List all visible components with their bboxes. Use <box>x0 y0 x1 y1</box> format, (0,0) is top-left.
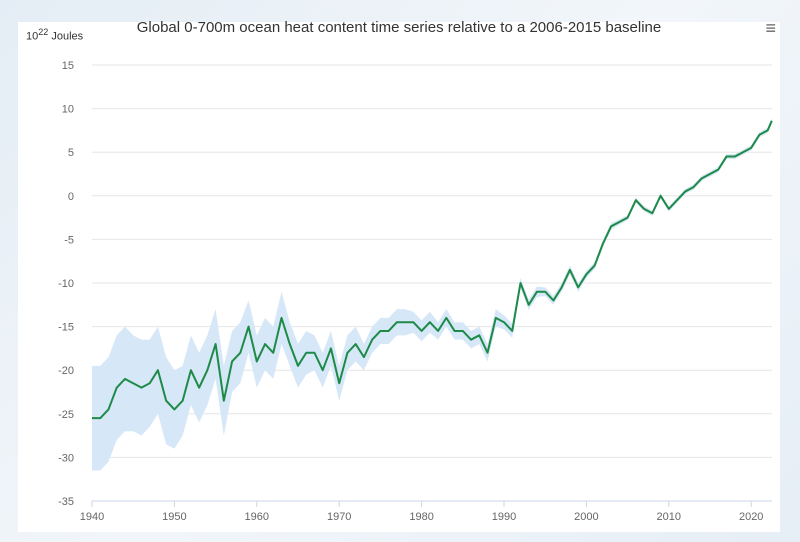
ocean-heat-line <box>92 120 773 420</box>
y-tick-label: 15 <box>62 60 74 72</box>
x-tick-label: 1950 <box>162 511 186 523</box>
unit-label: Joules <box>51 30 84 43</box>
y-tick-label: 10 <box>62 104 74 116</box>
chart-title: Global 0-700m ocean heat content time se… <box>136 19 662 36</box>
y-tick-label: -35 <box>58 496 74 508</box>
uncertainty-band <box>92 118 772 471</box>
x-tick-label: 1970 <box>327 511 351 523</box>
x-tick-label: 2020 <box>739 511 763 523</box>
y-tick-label: -5 <box>64 234 74 246</box>
y-tick-label: -25 <box>58 409 74 421</box>
x-tick-label: 1940 <box>80 511 104 523</box>
x-tick-label: 2000 <box>574 511 598 523</box>
hamburger-menu-icon[interactable]: ≡ <box>765 18 776 38</box>
y-tick-label: -10 <box>58 278 74 290</box>
x-tick-label: 2010 <box>657 511 681 523</box>
unit-exponent: 22 <box>38 27 49 37</box>
x-tick-label: 1990 <box>492 511 516 523</box>
unit-base: 10 <box>26 30 39 43</box>
y-tick-label: -20 <box>58 365 74 377</box>
chart-svg: 15 10 5 0 -5 -10 -15 -20 -25 -30 -35 1940 1950 1960 19… <box>58 60 773 523</box>
y-tick-label: 5 <box>68 147 74 159</box>
x-tick-label: 1980 <box>409 511 433 523</box>
y-tick-label: -15 <box>58 322 74 334</box>
y-tick-label: 0 <box>68 191 74 203</box>
y-axis-unit: 1022 Joules <box>26 27 83 43</box>
chart-card: Global 0-700m ocean heat content time se… <box>18 18 780 532</box>
y-tick-label: -30 <box>58 452 74 464</box>
x-tick-label: 1960 <box>245 511 269 523</box>
